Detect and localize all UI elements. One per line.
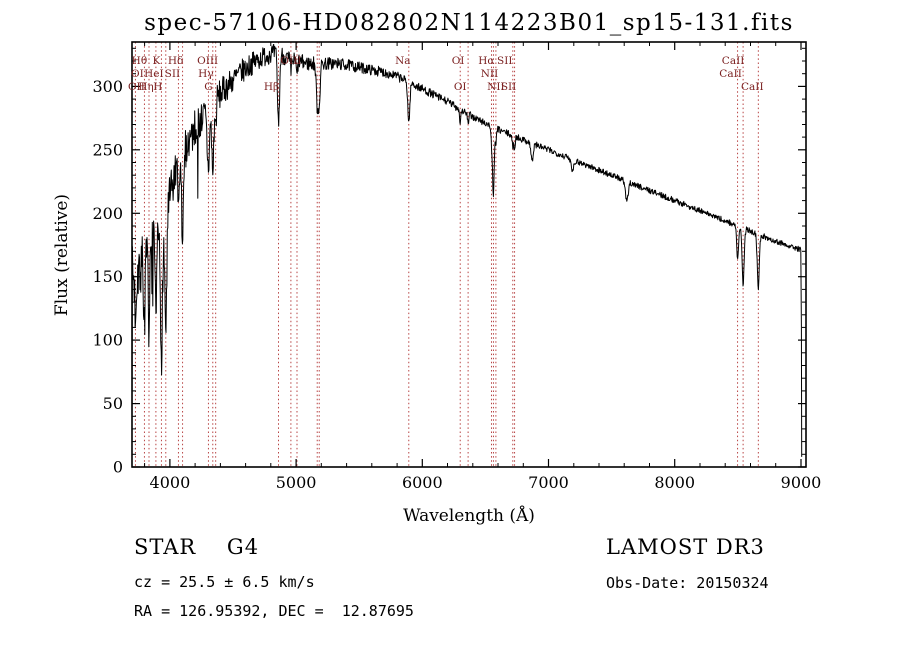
x-tick-label: 8000 xyxy=(654,473,695,492)
line-label: Hα xyxy=(478,55,494,67)
line-label: SII xyxy=(165,68,181,80)
line-label: NII xyxy=(481,68,498,80)
y-tick-label: 50 xyxy=(103,394,123,413)
survey-release: LAMOST DR3 xyxy=(606,535,765,559)
line-label: Hθ xyxy=(132,55,147,67)
spectrum-path xyxy=(131,44,803,457)
line-label: SII xyxy=(501,81,517,93)
x-axis-label: Wavelength (Å) xyxy=(403,506,535,526)
ra-dec-coordinates: RA = 126.95392, DEC = 12.87695 xyxy=(134,602,414,620)
line-label: CaII xyxy=(741,81,764,93)
x-tick-label: 6000 xyxy=(402,473,443,492)
line-label: OII xyxy=(128,81,145,93)
line-label: K xyxy=(152,55,160,67)
y-tick-label: 150 xyxy=(92,267,123,286)
object-classification: STAR G4 xyxy=(134,535,260,559)
line-label: OI xyxy=(454,81,467,93)
y-tick-label: 100 xyxy=(92,331,123,350)
line-label: Hβ xyxy=(264,81,279,93)
line-label: OI xyxy=(131,68,144,80)
y-axis-label: Flux (relative) xyxy=(52,193,72,317)
line-label: G xyxy=(204,81,212,93)
x-tick-label: 9000 xyxy=(781,473,822,492)
line-label: Hδ xyxy=(168,55,183,67)
x-tick-label: 5000 xyxy=(276,473,317,492)
x-tick-label: 7000 xyxy=(528,473,569,492)
plot-frame xyxy=(131,41,807,468)
y-tick-label: 250 xyxy=(92,140,123,159)
x-tick-label: 4000 xyxy=(150,473,191,492)
line-label: Hγ xyxy=(198,68,213,80)
line-label: H xyxy=(153,81,162,93)
y-tick-label: 200 xyxy=(92,204,123,223)
plot-title: spec-57106-HD082802N114223B01_sp15-131.f… xyxy=(144,10,794,36)
line-label: CaII xyxy=(719,68,742,80)
line-label: SII xyxy=(497,55,513,67)
line-label: OIII xyxy=(280,55,301,67)
line-label: NII xyxy=(487,81,504,93)
line-label: Hη xyxy=(138,81,153,93)
cz-velocity: cz = 25.5 ± 6.5 km/s xyxy=(134,573,315,591)
y-tick-label: 0 xyxy=(113,458,123,477)
line-label: Na xyxy=(395,55,410,67)
line-label: HeI xyxy=(144,68,164,80)
line-label: OI xyxy=(452,55,465,67)
line-label: CaII xyxy=(722,55,745,67)
observation-date: Obs-Date: 20150324 xyxy=(606,574,769,592)
y-tick-label: 300 xyxy=(92,77,123,96)
line-label: OIII xyxy=(197,55,218,67)
